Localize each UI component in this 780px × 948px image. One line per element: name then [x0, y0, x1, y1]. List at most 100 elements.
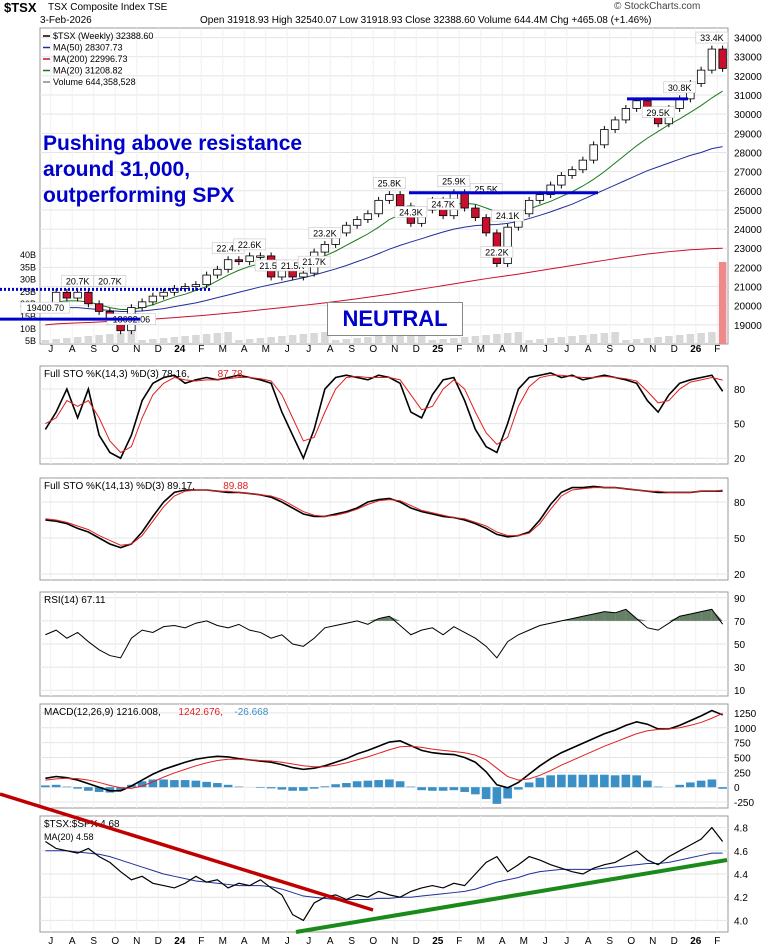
candle-body	[62, 291, 72, 299]
macd-histogram-bar	[428, 787, 437, 791]
price-label-box	[663, 81, 696, 94]
volume-bar	[396, 334, 404, 344]
volume-bar	[116, 333, 125, 344]
volume-bar	[568, 336, 576, 344]
volume-bar	[106, 334, 114, 344]
volume-bar	[41, 340, 50, 344]
volume-bar	[493, 334, 501, 344]
y-tick-label-price: 27000	[734, 168, 762, 179]
y-tick-label-ratio: 4.0	[734, 916, 748, 927]
rsi-overbought-fill	[604, 611, 616, 621]
macd-histogram-bar	[266, 787, 276, 789]
volume-bar	[686, 334, 695, 344]
ratio-ma-label: MA(20) 4.58	[44, 832, 94, 842]
y-tick-label-sto1: 50	[734, 420, 746, 431]
x-tick-label: 25	[432, 344, 444, 355]
price-label-box	[480, 246, 514, 258]
volume-bar	[514, 332, 523, 344]
y-tick-label-sto2: 20	[734, 570, 746, 581]
sto1-k-line	[44, 372, 724, 461]
x-tick-label: J	[48, 344, 53, 355]
x-tick-label: N	[391, 936, 398, 947]
candle-body	[299, 272, 308, 278]
volume-bar	[159, 338, 168, 344]
rsi-label: RSI(14) 67.11	[44, 595, 106, 606]
x-tick-label: A	[585, 936, 592, 947]
volume-bar	[331, 340, 340, 344]
y-tick-label-rsi: 10	[734, 686, 746, 697]
price-label: 24.3K	[399, 207, 423, 217]
volume-bar	[385, 335, 394, 344]
y-tick-label-ratio: 4.2	[734, 893, 748, 904]
macd-histogram-bar	[417, 787, 426, 791]
x-tick-label: F	[198, 344, 204, 355]
macd-histogram-bar	[234, 786, 244, 788]
y-tick-label-macd: 250	[734, 768, 751, 779]
volume-bar	[127, 332, 136, 344]
rsi-overbought-fill	[572, 616, 583, 621]
annotation-line-3: outperforming SPX	[43, 184, 235, 207]
rsi-overbought-fill	[378, 616, 390, 621]
volume-bar	[192, 335, 200, 344]
x-tick-label: N	[133, 344, 140, 355]
ratio-ma-line	[45, 850, 723, 901]
price-label: 23.2K	[313, 228, 337, 238]
volume-tick-label: 30B	[20, 275, 36, 285]
legend-entry: Volume 644,358,528	[53, 77, 136, 87]
macd-histogram-bar	[374, 780, 383, 788]
candle-body	[632, 100, 641, 109]
macd-histogram-bar	[610, 775, 620, 788]
x-tick-label: O	[369, 936, 377, 947]
volume-bar	[170, 337, 179, 344]
watermark: © StockCharts.com	[614, 1, 701, 12]
macd-histogram-bar	[546, 775, 555, 788]
annotation-main-text: Pushing above resistance around 31,000, …	[43, 131, 302, 209]
price-label: 25.5K	[474, 184, 498, 194]
macd-histogram-bar	[137, 781, 147, 788]
candle-body	[567, 169, 577, 176]
panel-frame-macd	[39, 703, 729, 809]
price-label-box	[641, 106, 675, 119]
volume-bar	[665, 336, 673, 344]
y-tick-label-price: 23000	[734, 244, 762, 255]
macd-histogram-bar	[535, 777, 545, 788]
x-tick-label: M	[520, 936, 528, 947]
macd-histogram-bar	[62, 786, 72, 788]
volume-bar	[353, 338, 361, 344]
volume-tick-label: 25B	[20, 287, 36, 297]
x-tick-label: F	[714, 344, 720, 355]
candle-body	[320, 244, 330, 253]
macd-histogram-bar	[718, 787, 727, 789]
candle-body	[213, 268, 222, 276]
x-tick-label: S	[90, 344, 97, 355]
y-tick-label-price: 34000	[734, 34, 762, 45]
x-tick-label: A	[69, 344, 76, 355]
macd-histogram-bar	[352, 781, 362, 788]
y-tick-label-price: 21000	[734, 283, 762, 294]
macd-histogram-bar	[41, 785, 50, 788]
x-tick-label: O	[369, 344, 377, 355]
y-tick-label-price: 20000	[734, 302, 762, 313]
volume-bar	[245, 339, 254, 344]
y-tick-label-macd: 1000	[734, 724, 757, 735]
price-label: 22.6K	[238, 240, 262, 250]
candle-body	[202, 274, 211, 286]
volume-bar	[450, 338, 458, 344]
macd-histogram-bar	[406, 786, 416, 788]
candle-body	[223, 259, 233, 270]
price-label-box	[297, 255, 331, 268]
ma-line-ma200	[45, 247, 723, 326]
x-tick-label: A	[499, 344, 506, 355]
ratio-label: $TSX:$SPX 4.68	[44, 819, 120, 830]
x-tick-label: 25	[432, 936, 444, 947]
x-tick-label: N	[391, 344, 398, 355]
legend-entry: MA(20) 31208.82	[53, 66, 123, 76]
x-tick-label: S	[606, 936, 613, 947]
date-label: 3-Feb-2026	[40, 15, 92, 26]
y-tick-label-price: 19000	[734, 321, 762, 332]
y-tick-label-sto1: 80	[734, 385, 746, 396]
macd-histogram-bar	[438, 787, 448, 791]
x-tick-label: 24	[174, 344, 186, 355]
macd-histogram-bar	[449, 787, 459, 791]
volume-bar	[95, 335, 103, 344]
